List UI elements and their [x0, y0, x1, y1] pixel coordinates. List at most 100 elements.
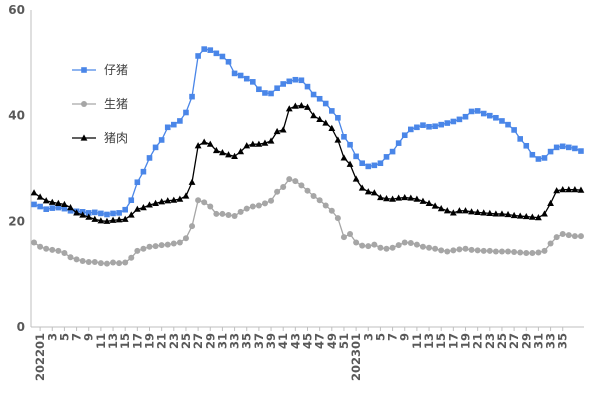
data-point: [140, 168, 147, 175]
x-tick-label: 19: [459, 333, 473, 349]
data-point: [347, 231, 354, 238]
data-point: [566, 144, 572, 151]
series-line: [33, 104, 582, 222]
data-point: [213, 50, 220, 57]
data-point: [419, 197, 427, 204]
data-point: [291, 102, 299, 109]
data-point: [474, 247, 481, 254]
data-point: [219, 149, 226, 156]
data-point: [316, 115, 324, 122]
data-point: [498, 248, 505, 255]
data-point: [286, 176, 293, 183]
data-point: [341, 134, 347, 140]
x-tick-label: 21: [471, 333, 485, 349]
data-point: [516, 212, 524, 219]
data-point: [377, 244, 384, 251]
data-point: [231, 152, 238, 159]
data-point: [195, 197, 202, 204]
data-point: [432, 123, 438, 130]
data-point: [225, 58, 232, 65]
data-point: [572, 145, 578, 152]
data-point: [31, 239, 38, 246]
data-point: [103, 260, 110, 267]
data-point: [55, 204, 62, 211]
data-point: [371, 162, 378, 169]
chart-axes: 0204060202201357911131517192123252729313…: [8, 3, 584, 381]
data-point: [377, 193, 384, 201]
data-point: [115, 216, 123, 223]
x-tick-label: 33: [228, 333, 242, 349]
data-point: [31, 201, 37, 208]
data-point: [304, 187, 311, 194]
data-point: [207, 47, 214, 53]
data-point: [219, 53, 226, 60]
x-tick-label: 37: [252, 333, 266, 349]
data-point: [43, 245, 50, 252]
data-point: [128, 197, 135, 203]
data-point: [250, 79, 256, 85]
data-point: [134, 247, 141, 254]
data-point: [486, 247, 493, 254]
data-point: [553, 187, 561, 194]
data-point: [127, 211, 135, 218]
x-tick-label: 51: [337, 333, 351, 349]
data-point: [116, 210, 122, 216]
data-point: [565, 186, 573, 193]
data-point: [164, 197, 172, 204]
x-tick-label: 47: [313, 333, 327, 349]
data-point: [274, 85, 280, 91]
data-point: [73, 209, 80, 216]
data-point: [219, 210, 226, 217]
data-point: [444, 120, 451, 126]
data-point: [468, 246, 475, 253]
data-point: [401, 193, 409, 201]
data-point: [121, 215, 129, 222]
data-point: [61, 205, 68, 212]
data-point: [359, 160, 365, 167]
data-point: [170, 196, 178, 203]
data-point: [310, 112, 317, 119]
data-point: [97, 260, 104, 267]
data-point: [316, 197, 323, 204]
data-point: [383, 154, 390, 160]
data-point: [523, 250, 530, 257]
data-point: [206, 140, 214, 147]
data-point: [189, 223, 196, 230]
x-tick-label: 33: [544, 333, 558, 349]
data-point: [285, 105, 293, 112]
x-tick-label: 23: [167, 333, 181, 349]
data-point: [456, 246, 463, 253]
data-point: [267, 137, 275, 144]
data-point: [480, 209, 488, 216]
data-point: [164, 241, 171, 248]
data-point: [237, 147, 245, 155]
data-point: [474, 208, 482, 215]
data-point: [486, 209, 494, 217]
x-tick-label: 43: [288, 333, 302, 349]
data-point: [407, 194, 415, 201]
data-point: [456, 116, 463, 123]
data-point: [370, 189, 378, 196]
data-point: [499, 118, 505, 124]
data-point: [201, 46, 207, 52]
x-tick-label: 41: [276, 333, 290, 349]
data-point: [37, 203, 43, 210]
data-point: [73, 256, 80, 263]
data-point: [449, 209, 457, 216]
data-point: [274, 188, 281, 195]
x-tick-label: 21: [155, 333, 169, 349]
x-tick-label: 29: [203, 333, 217, 349]
data-point: [189, 93, 195, 100]
data-point: [401, 239, 408, 246]
data-point: [280, 81, 286, 87]
data-point: [249, 203, 256, 210]
data-point: [517, 249, 524, 256]
data-point: [468, 208, 475, 215]
x-tick-label: 5: [57, 333, 71, 341]
data-point: [109, 216, 117, 223]
legend-label: 仔猪: [104, 63, 128, 77]
data-point: [243, 75, 250, 82]
legend-item-2: 生猪: [72, 97, 128, 111]
data-point: [505, 248, 512, 255]
data-point: [213, 210, 220, 217]
